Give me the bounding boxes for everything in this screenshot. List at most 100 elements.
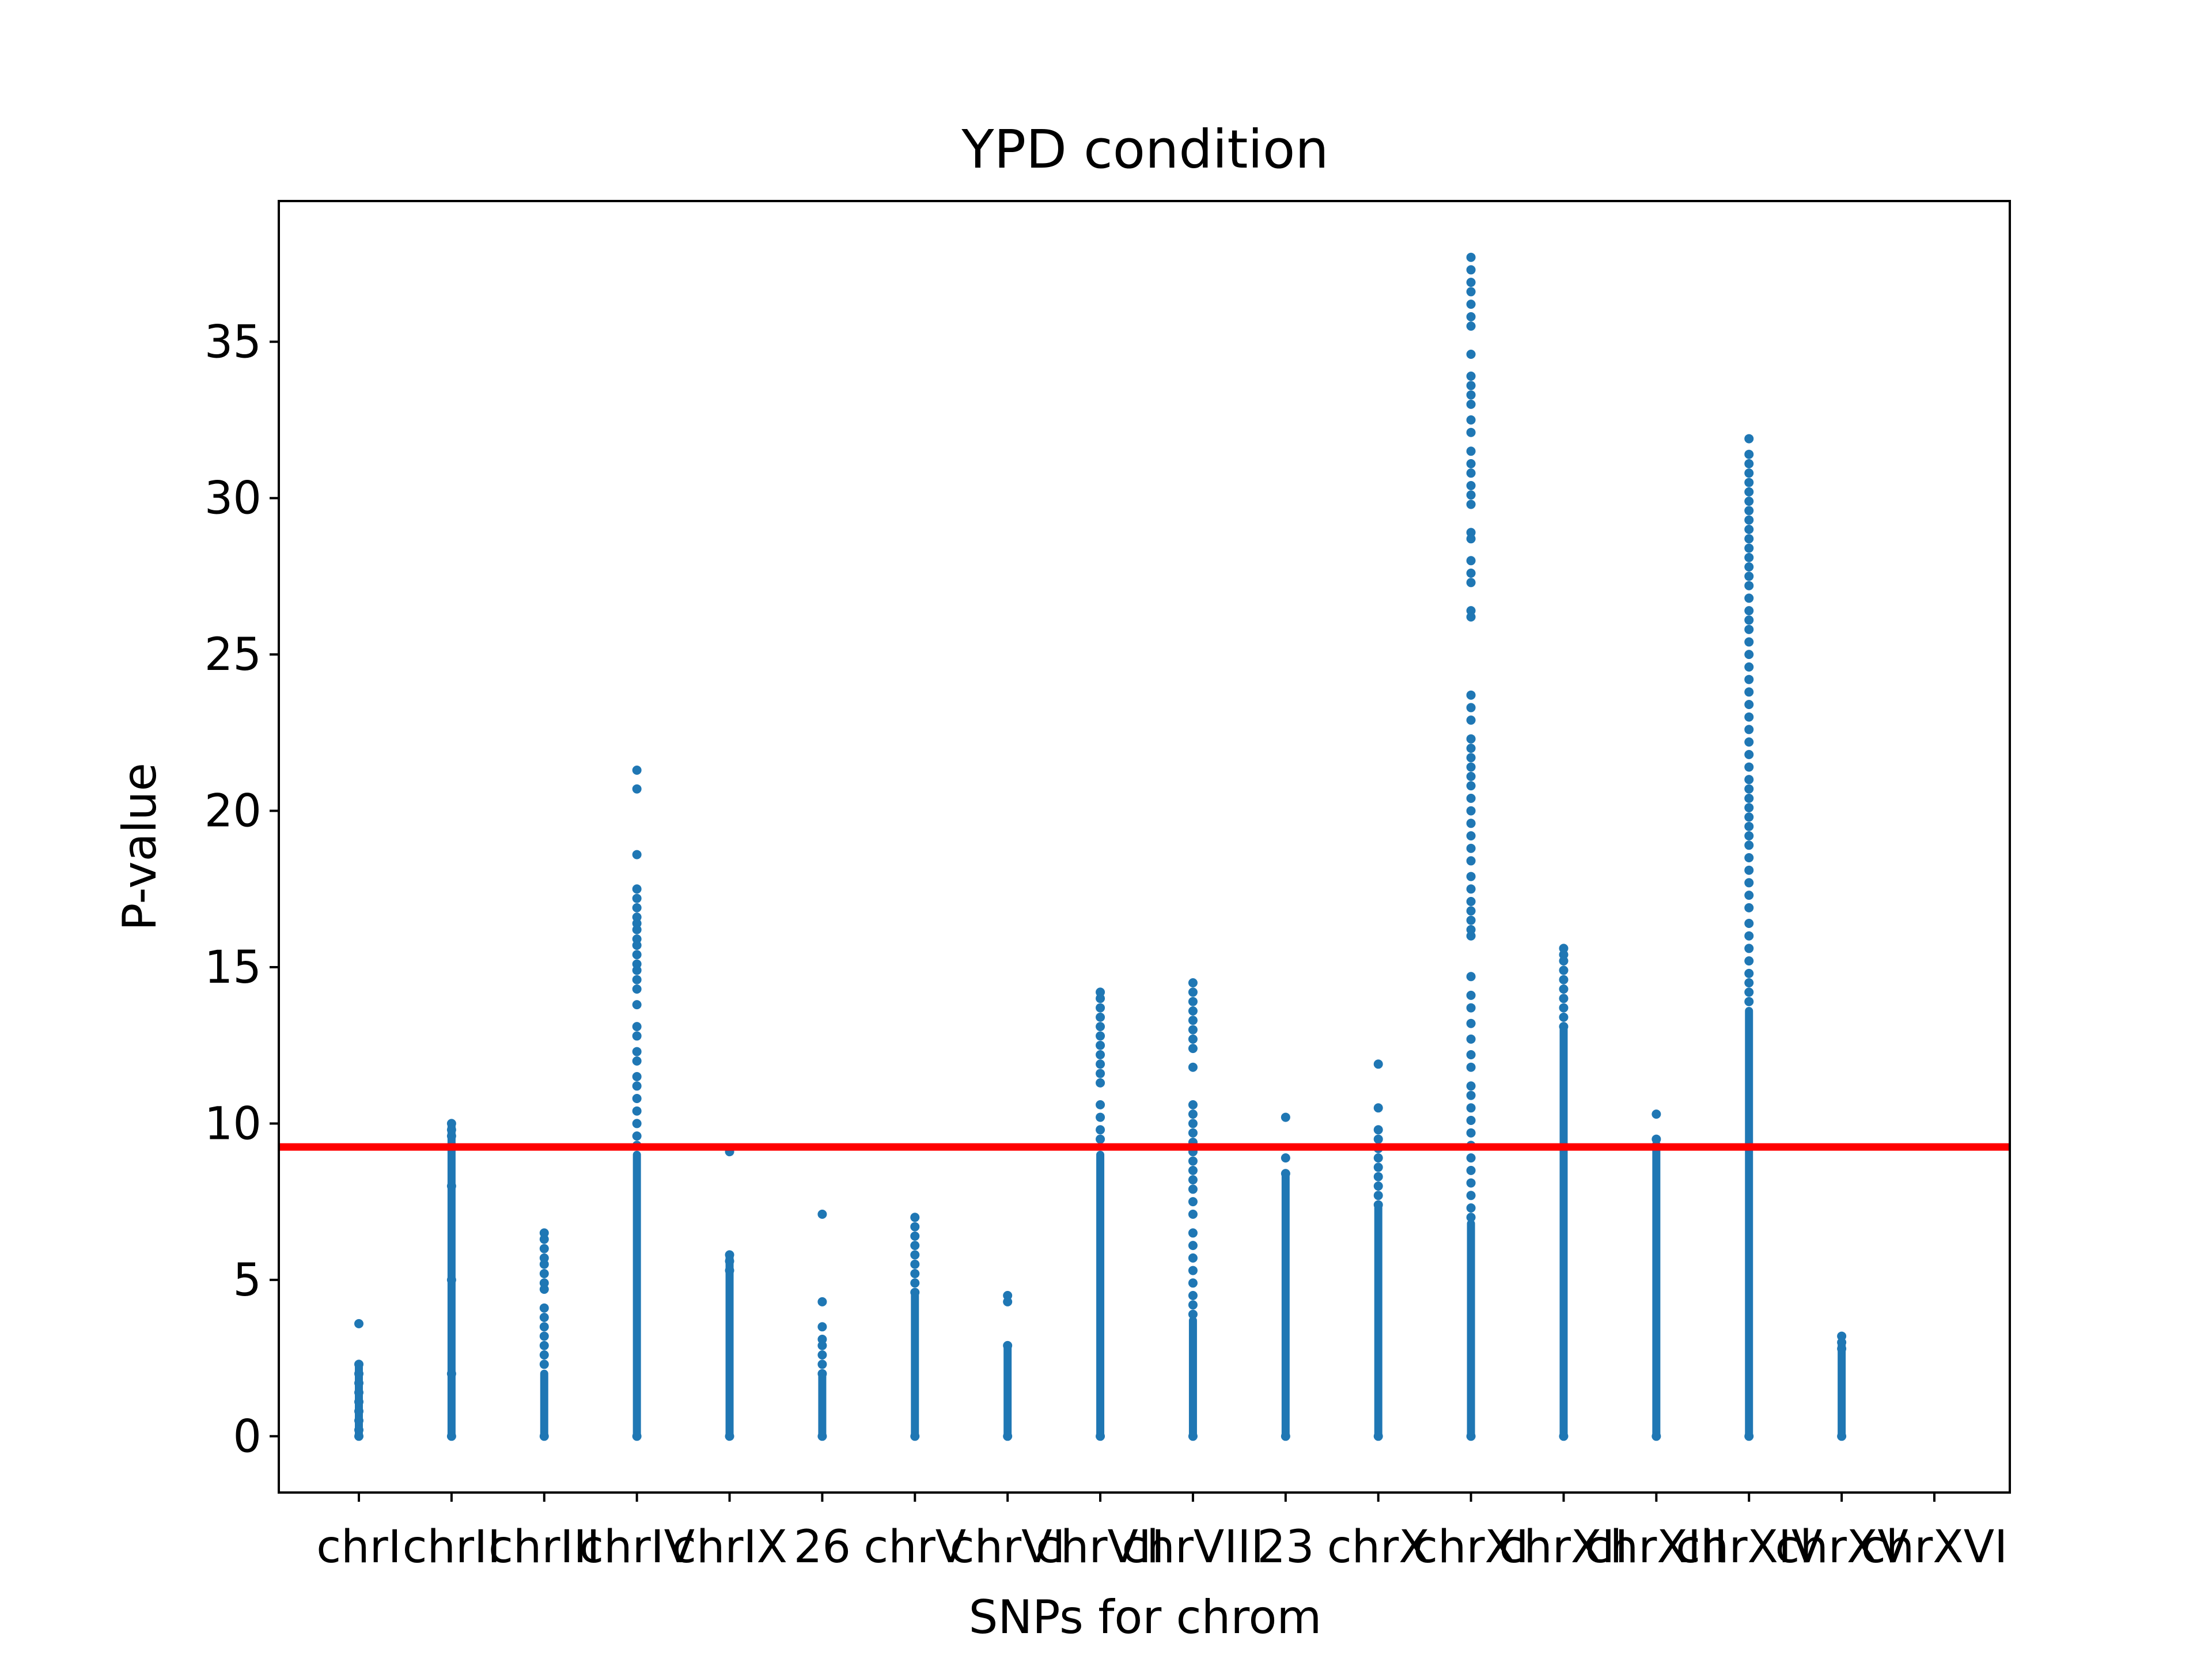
snp-point xyxy=(1744,712,1754,722)
snp-point xyxy=(1373,1431,1383,1441)
y-tick-label: 35 xyxy=(204,316,262,368)
snp-point xyxy=(1466,612,1476,622)
y-tick-label: 5 xyxy=(233,1255,262,1306)
snp-point xyxy=(1281,1169,1290,1179)
snp-point xyxy=(910,1269,920,1278)
snp-point xyxy=(1188,1006,1198,1016)
snp-point xyxy=(1188,1156,1198,1166)
snp-point xyxy=(632,1131,642,1141)
snp-point xyxy=(1466,884,1476,894)
snp-point xyxy=(1188,1209,1198,1219)
snp-point xyxy=(1281,1431,1290,1441)
x-tick-label: chrXV xyxy=(1775,1521,1908,1573)
snp-point xyxy=(1373,1125,1383,1135)
snp-point xyxy=(1188,1309,1198,1319)
snp-point xyxy=(1466,1128,1476,1138)
y-tick-label: 25 xyxy=(204,629,262,681)
snp-point xyxy=(1744,1431,1754,1441)
snp-point xyxy=(1744,931,1754,941)
x-tick-label: chrXII xyxy=(1499,1521,1628,1573)
snp-band xyxy=(1374,1204,1382,1441)
x-tick-label: chrXIII xyxy=(1585,1521,1728,1573)
snp-point xyxy=(1744,543,1754,553)
snp-point xyxy=(1188,1300,1198,1310)
x-tick-label: chrXIV xyxy=(1676,1521,1822,1573)
snp-point xyxy=(1466,753,1476,763)
snp-point xyxy=(1373,1191,1383,1200)
x-tick-label: chrXVI xyxy=(1861,1521,2008,1573)
snp-point xyxy=(632,975,642,984)
snp-point xyxy=(910,1250,920,1260)
snp-band xyxy=(1652,1144,1661,1441)
snp-point xyxy=(1744,637,1754,647)
snp-point xyxy=(1466,715,1476,725)
snp-point xyxy=(1373,1162,1383,1172)
snp-point xyxy=(1466,1090,1476,1100)
snp-point xyxy=(632,784,642,794)
snp-point xyxy=(1188,1025,1198,1035)
x-axis-label: SNPs for chrom xyxy=(969,1590,1322,1644)
x-tick-label: chrI xyxy=(316,1521,401,1573)
snp-point xyxy=(1744,749,1754,759)
snp-point xyxy=(725,1266,734,1275)
snp-point xyxy=(1466,703,1476,713)
snp-point xyxy=(1559,975,1569,984)
snp-point xyxy=(632,1119,642,1128)
snp-point xyxy=(632,1031,642,1041)
snp-point xyxy=(1744,478,1754,487)
snp-point xyxy=(1466,793,1476,803)
snp-point xyxy=(632,965,642,975)
snp-point xyxy=(1373,1181,1383,1191)
snp-point xyxy=(1744,459,1754,468)
snp-point xyxy=(1466,915,1476,925)
snp-point xyxy=(446,1181,456,1191)
snp-point xyxy=(1466,381,1476,391)
snp-point xyxy=(1466,762,1476,772)
snp-point xyxy=(1373,1200,1383,1210)
snp-point xyxy=(1744,762,1754,772)
snp-point xyxy=(539,1340,549,1350)
snp-point xyxy=(1744,593,1754,603)
snp-point xyxy=(1744,497,1754,506)
snp-point xyxy=(1188,987,1198,997)
snp-point xyxy=(1744,606,1754,616)
x-tick-label: chrIII xyxy=(488,1521,600,1573)
chart-title: YPD condition xyxy=(961,119,1328,180)
snp-point xyxy=(354,1378,363,1388)
snp-point xyxy=(1466,1431,1476,1441)
snp-point xyxy=(632,941,642,950)
snp-point xyxy=(632,1022,642,1032)
snp-point xyxy=(1096,1012,1105,1022)
snp-point xyxy=(632,850,642,859)
snp-point xyxy=(1188,1278,1198,1288)
snp-point xyxy=(1744,468,1754,478)
snp-point xyxy=(1744,878,1754,888)
snp-point xyxy=(1188,1165,1198,1175)
snp-point xyxy=(1466,771,1476,781)
snp-point xyxy=(1466,1018,1476,1028)
snp-point xyxy=(1744,968,1754,978)
snp-point xyxy=(1466,556,1476,566)
x-tick-label: chrVIII xyxy=(1122,1521,1264,1573)
snp-point xyxy=(1744,865,1754,875)
snp-point xyxy=(632,1047,642,1056)
snp-point xyxy=(1466,1116,1476,1125)
snp-point xyxy=(1466,1103,1476,1113)
snp-point xyxy=(1466,1062,1476,1072)
snp-point xyxy=(1652,1431,1661,1441)
snp-point xyxy=(1466,321,1476,331)
y-tick-label: 15 xyxy=(204,942,262,994)
snp-point xyxy=(910,1213,920,1222)
snp-point xyxy=(539,1285,549,1294)
snp-point xyxy=(1373,1172,1383,1181)
snp-point xyxy=(632,1072,642,1081)
snp-band xyxy=(1745,1007,1753,1441)
snp-point xyxy=(817,1431,827,1441)
snp-point xyxy=(1188,1062,1198,1072)
snp-point xyxy=(910,1241,920,1251)
snp-point xyxy=(817,1297,827,1306)
snp-point xyxy=(632,893,642,903)
y-tick-label: 20 xyxy=(204,786,262,838)
snp-point xyxy=(1744,793,1754,803)
snp-point xyxy=(1466,265,1476,275)
